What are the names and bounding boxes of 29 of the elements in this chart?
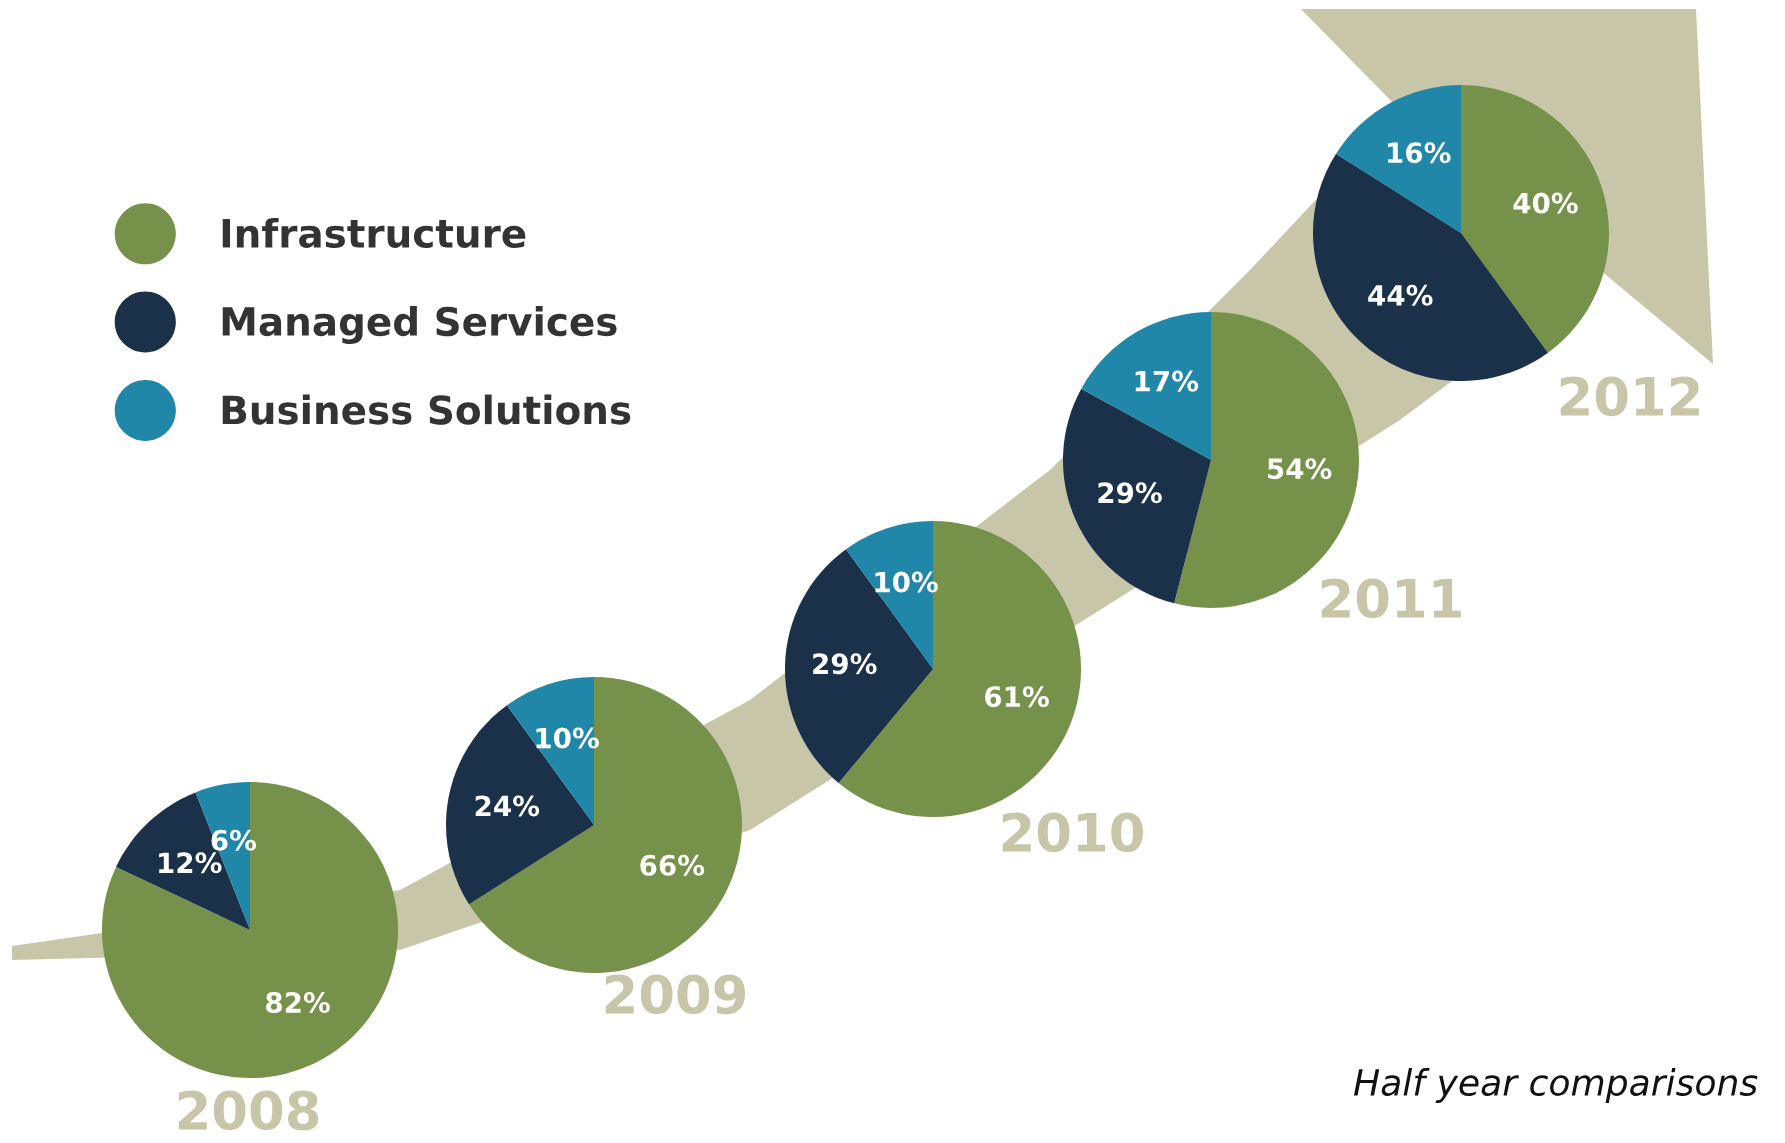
legend-label: Business Solutions — [222, 394, 631, 425]
text: 2009 — [605, 974, 746, 1015]
data-label: 17% — [1135, 370, 1199, 392]
pie-slice — [102, 782, 398, 1078]
data-label: 6% — [211, 829, 257, 851]
data-label: 44% — [1368, 284, 1433, 306]
data-label: 29% — [1098, 482, 1162, 504]
data-label: 10% — [875, 571, 938, 593]
text: 2008 — [178, 1090, 319, 1131]
data-label: 12% — [159, 852, 222, 874]
data-label: 24% — [475, 795, 540, 817]
legend-label: Managed Services — [222, 306, 617, 345]
data-label: 54% — [1268, 458, 1332, 480]
data-label: 61% — [985, 686, 1049, 708]
text: 2011 — [1321, 578, 1461, 619]
text: 2012 — [1560, 376, 1699, 417]
data-label: 16% — [1388, 142, 1451, 164]
data-label: 40% — [1513, 192, 1578, 214]
pie-slice — [1461, 85, 1609, 353]
pie-slice — [1336, 85, 1461, 233]
data-label: 66% — [640, 854, 705, 876]
pie-slice — [1081, 312, 1211, 460]
data-label: 29% — [813, 653, 877, 675]
text: Half year comparisons — [1353, 1068, 1758, 1103]
pie-slice — [469, 677, 742, 973]
data-label: 10% — [536, 727, 599, 749]
legend-label: Infrastructure — [222, 217, 526, 248]
data-label: 82% — [266, 992, 330, 1014]
text: 2010 — [1002, 812, 1143, 853]
